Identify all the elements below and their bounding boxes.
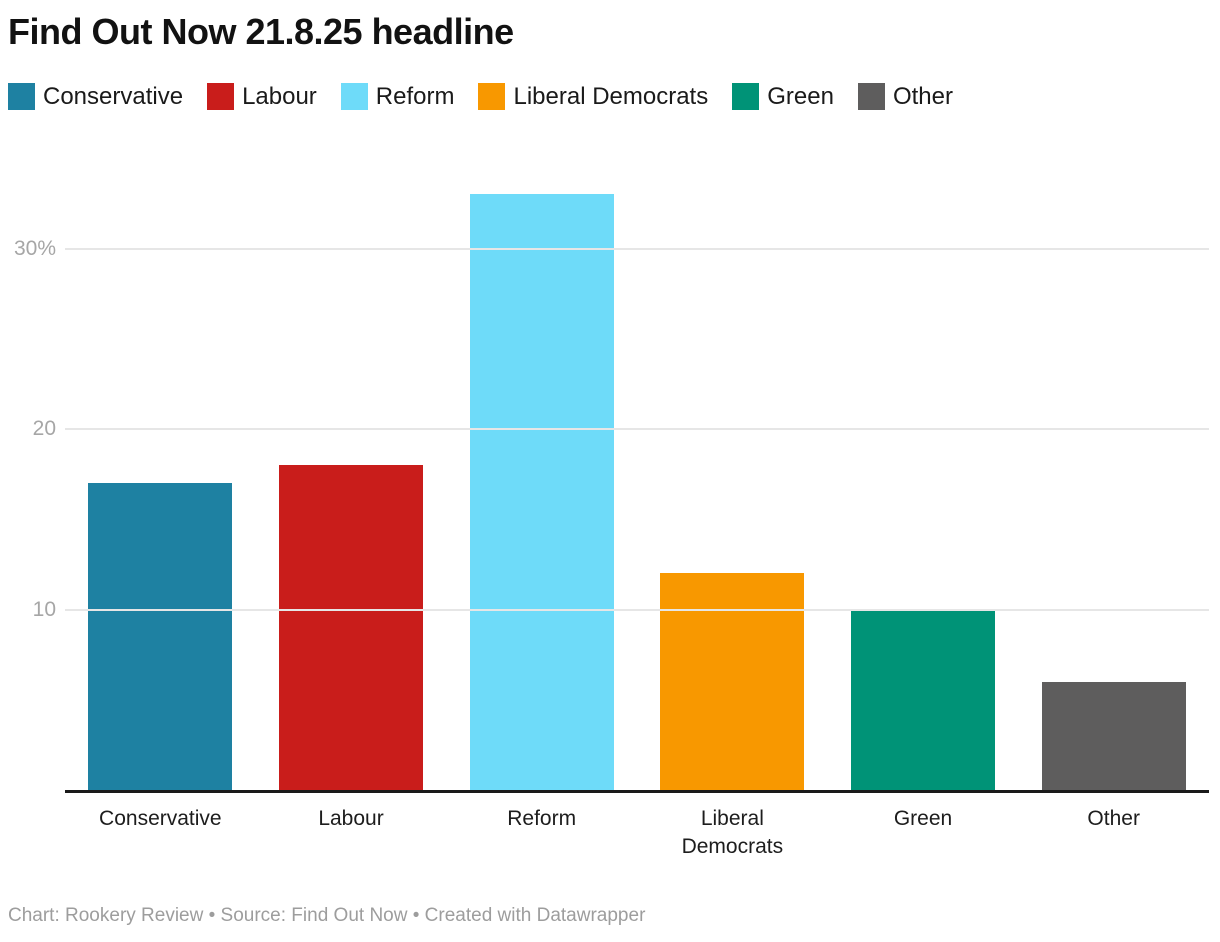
x-label-slot: Labour bbox=[256, 805, 447, 862]
legend-item-labour: Labour bbox=[207, 83, 317, 110]
bar-liberal-democrats bbox=[660, 573, 805, 790]
y-tick-label-30: 30% bbox=[13, 236, 56, 260]
legend-item-conservative: Conservative bbox=[8, 83, 183, 110]
legend-item-other: Other bbox=[857, 82, 953, 110]
legend-label: Reform bbox=[375, 82, 455, 110]
legend-label: Labour bbox=[242, 82, 317, 110]
legend-item-liberal-democrats: Liberal Democrats bbox=[478, 83, 708, 110]
gridline-30 bbox=[65, 247, 1209, 250]
x-axis-label-conservative: Conservative bbox=[99, 807, 222, 830]
bar-slot bbox=[828, 147, 1019, 790]
bar-slot bbox=[637, 147, 828, 790]
x-axis-label-reform: Reform bbox=[507, 807, 577, 830]
y-tick-label-20: 20 bbox=[32, 417, 56, 440]
bar-slot bbox=[256, 147, 447, 790]
bar-slot bbox=[1018, 147, 1209, 790]
chart-title: Find Out Now 21.8.25 headline bbox=[8, 11, 514, 52]
legend-item-green: Green bbox=[732, 83, 834, 110]
legend-label: Liberal Democrats bbox=[513, 82, 709, 110]
bar-slot bbox=[446, 147, 637, 790]
x-axis-labels: Conservative Labour Reform Liberal Democrat… bbox=[65, 805, 1209, 862]
chart-attribution: Chart: Rookery Review • Source: Find Out… bbox=[8, 905, 646, 926]
legend-swatch-icon bbox=[8, 83, 35, 110]
legend-swatch-icon bbox=[857, 83, 885, 110]
x-axis-label-liberal-democrats: Liberal Democrats bbox=[681, 807, 784, 859]
bars-container bbox=[65, 147, 1209, 790]
x-axis-label-labour: Labour bbox=[318, 807, 384, 830]
legend-swatch-icon bbox=[207, 83, 235, 110]
x-label-slot: Other bbox=[1018, 805, 1209, 862]
legend: Conservative Labour Reform Liberal Democrat… bbox=[8, 83, 953, 110]
x-label-slot: Reform bbox=[446, 805, 637, 862]
bar-reform bbox=[469, 194, 614, 790]
legend-label: Conservative bbox=[43, 82, 184, 110]
x-axis-label-other: Other bbox=[1087, 807, 1140, 830]
bar-labour bbox=[279, 465, 423, 790]
legend-swatch-icon bbox=[732, 83, 760, 110]
bar-other bbox=[1041, 681, 1186, 790]
legend-swatch-icon bbox=[478, 83, 506, 110]
x-axis-label-green: Green bbox=[893, 807, 953, 830]
bar-slot bbox=[65, 147, 256, 790]
legend-swatch-icon bbox=[340, 83, 368, 110]
bar-conservative bbox=[88, 483, 233, 790]
legend-label: Green bbox=[767, 82, 834, 110]
legend-item-reform: Reform bbox=[340, 82, 455, 110]
bar-green bbox=[851, 609, 996, 790]
legend-label: Other bbox=[892, 82, 953, 110]
plot-area: 10 20 30% bbox=[14, 147, 1209, 793]
x-label-slot: Conservative bbox=[65, 805, 256, 862]
y-tick-label-10: 10 bbox=[32, 597, 56, 621]
gridline-20 bbox=[65, 428, 1209, 430]
x-label-slot: Green bbox=[828, 805, 1019, 862]
x-label-slot: Liberal Democrats bbox=[637, 805, 828, 862]
gridline-10 bbox=[65, 608, 1209, 611]
